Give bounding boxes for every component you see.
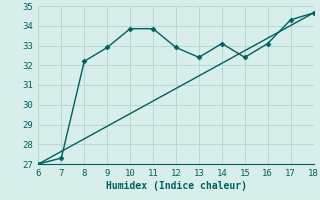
X-axis label: Humidex (Indice chaleur): Humidex (Indice chaleur) <box>106 181 246 191</box>
